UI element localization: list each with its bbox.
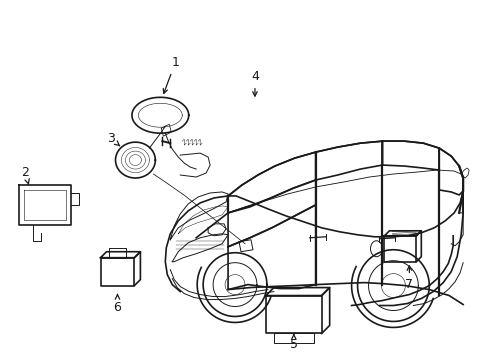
Text: 5: 5	[289, 334, 297, 351]
Ellipse shape	[370, 241, 382, 257]
Text: 2: 2	[21, 166, 29, 184]
Text: 1: 1	[163, 56, 179, 93]
Text: 6: 6	[113, 294, 121, 314]
Text: 7: 7	[405, 266, 412, 291]
Text: 4: 4	[250, 70, 258, 96]
Text: 3: 3	[106, 132, 120, 146]
